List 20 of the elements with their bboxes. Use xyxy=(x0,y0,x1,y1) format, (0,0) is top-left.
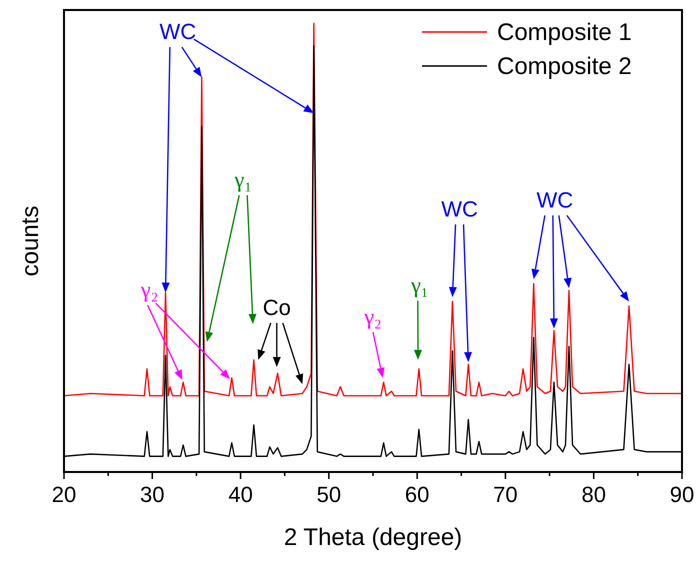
annotation: γ₂ xyxy=(140,277,158,302)
legend-label: Composite 2 xyxy=(497,53,632,80)
legend-label: Composite 1 xyxy=(497,19,632,46)
annotation: γ₂ xyxy=(363,304,382,329)
x-tick-label: 80 xyxy=(581,482,606,507)
y-axis-title: counts xyxy=(17,206,44,276)
annotation: WC xyxy=(160,19,196,44)
annotation: γ₁ xyxy=(410,272,428,298)
annotation: WC xyxy=(441,196,478,222)
x-axis-title: 2 Theta (degree) xyxy=(284,524,462,551)
annotation: Co xyxy=(262,295,291,320)
x-tick-label: 50 xyxy=(316,482,342,507)
annotation: WC xyxy=(536,187,574,212)
x-tick-label: 90 xyxy=(670,482,694,507)
x-tick-label: 40 xyxy=(228,482,253,507)
x-tick-label: 20 xyxy=(52,482,76,507)
annotation: γ₁ xyxy=(234,167,252,192)
x-tick-label: 30 xyxy=(140,482,165,507)
x-tick-label: 60 xyxy=(404,482,430,507)
x-tick-label: 70 xyxy=(493,482,518,507)
